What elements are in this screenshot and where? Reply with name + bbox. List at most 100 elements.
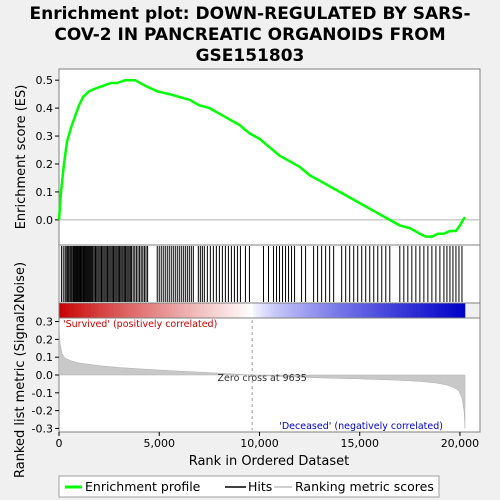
es-y-tick-label: 0.4 [36, 102, 54, 115]
color-bar-segment [172, 303, 176, 318]
color-bar-segment [256, 303, 260, 318]
metric-y-tick-label: 0.0 [36, 369, 54, 382]
color-bar-segment [87, 303, 92, 318]
color-bar-segment [114, 303, 118, 318]
color-bar-segment [203, 303, 208, 318]
color-bar-segment [235, 303, 240, 318]
color-bar-segment [377, 303, 382, 318]
color-bar-segment [447, 303, 451, 318]
color-bar-segment [259, 303, 263, 318]
x-tick-label: 5,000 [143, 437, 175, 450]
x-axis-label: Rank in Ordered Dataset [189, 454, 350, 469]
color-bar-segment [163, 303, 167, 318]
color-bar-segment [73, 303, 77, 318]
legend-metric-label: Ranking metric scores [295, 479, 434, 494]
color-bar-segment [76, 303, 80, 318]
color-bar-segment [279, 303, 283, 318]
color-bar-segment [380, 303, 385, 318]
chart-title-line-2: COV-2 IN PANCREATIC ORGANOIDS FROM [54, 25, 445, 45]
color-bar-segment [145, 303, 150, 318]
chart-title-line-1: Enrichment plot: DOWN-REGULATED BY SARS- [29, 4, 470, 24]
color-bar-segment [424, 303, 428, 318]
color-bar-segment [302, 303, 306, 318]
color-bar-segment [360, 303, 364, 318]
color-bar-segment [351, 303, 356, 318]
color-bar-segment [406, 303, 411, 318]
color-bar-segment [195, 303, 199, 318]
color-bar-segment [180, 303, 184, 318]
es-y-tick-label: 0.2 [36, 158, 54, 171]
color-bar-segment [276, 303, 280, 318]
color-bar-segment [206, 303, 211, 318]
color-bar-segment [96, 303, 100, 318]
color-bar-segment [241, 303, 245, 318]
chart-title-line-3: GSE151803 [196, 46, 305, 66]
zero-cross-label: Zero cross at 9635 [218, 373, 307, 384]
color-bar-segment [337, 303, 341, 318]
color-bar-segment [299, 303, 303, 318]
color-bar-segment [421, 303, 425, 318]
color-bar-segment [244, 303, 248, 318]
es-y-axis-label: Enrichment score (ES) [14, 85, 29, 230]
color-bar-segment [404, 303, 408, 318]
color-bar-segment [230, 303, 234, 318]
rank-color-bar [58, 302, 481, 319]
color-bar-segment [322, 303, 327, 318]
color-bar-segment [143, 303, 147, 318]
color-bar-segment [212, 303, 216, 318]
color-bar-segment [131, 303, 135, 318]
color-bar-segment [189, 303, 193, 318]
es-y-tick-label: 0.0 [36, 214, 54, 227]
color-bar-segment [238, 303, 242, 318]
metric-y-tick-label: -0.2 [32, 405, 53, 418]
color-bar-segment [128, 303, 132, 318]
color-bar-segment [137, 303, 141, 318]
color-bar-segment [70, 303, 74, 318]
color-bar-segment [221, 303, 225, 318]
color-bar-segment [369, 303, 373, 318]
metric-y-tick-label: -0.3 [32, 422, 53, 435]
es-panel-background [58, 68, 481, 246]
color-bar-segment [334, 303, 338, 318]
color-bar-segment [134, 303, 138, 318]
color-bar-segment [119, 303, 124, 318]
color-bar-segment [433, 303, 437, 318]
color-bar-segment [389, 303, 393, 318]
color-bar-segment [325, 303, 329, 318]
color-bar-segment [435, 303, 440, 318]
color-bar-segment [64, 303, 68, 318]
x-tick-label: 10,000 [240, 437, 279, 450]
color-bar-segment [459, 303, 463, 318]
color-bar-segment [366, 303, 370, 318]
legend-hits-label: Hits [248, 479, 272, 494]
color-bar-segment [177, 303, 182, 318]
color-bar-segment [122, 303, 126, 318]
color-bar-segment [401, 303, 405, 318]
color-bar-segment [201, 303, 205, 318]
color-bar-segment [386, 303, 390, 318]
color-bar-segment [293, 303, 298, 318]
negative-correlation-label: 'Deceased' (negatively correlated) [279, 421, 443, 432]
color-bar-segment [290, 303, 295, 318]
color-bar-segment [79, 303, 83, 318]
es-y-tick-label: 0.5 [36, 74, 54, 87]
color-bar-segment [317, 303, 321, 318]
color-bar-segment [157, 303, 161, 318]
color-bar-segment [125, 303, 129, 318]
color-bar-segment [140, 303, 144, 318]
color-bar-segment [166, 303, 170, 318]
color-bar-segment [395, 303, 399, 318]
color-bar-segment [93, 303, 97, 318]
color-bar-segment [105, 303, 109, 318]
color-bar-segment [250, 303, 254, 318]
color-bar-segment [348, 303, 353, 318]
color-bar-segment [444, 303, 448, 318]
metric-y-axis-label: Ranked list metric (Signal2Noise) [13, 262, 28, 478]
color-bar-segment [285, 303, 289, 318]
color-bar-segment [273, 303, 277, 318]
x-tick-label: 0 [56, 437, 63, 450]
color-bar-segment [247, 303, 251, 318]
color-bar-segment [61, 303, 66, 318]
color-bar-segment [375, 303, 379, 318]
